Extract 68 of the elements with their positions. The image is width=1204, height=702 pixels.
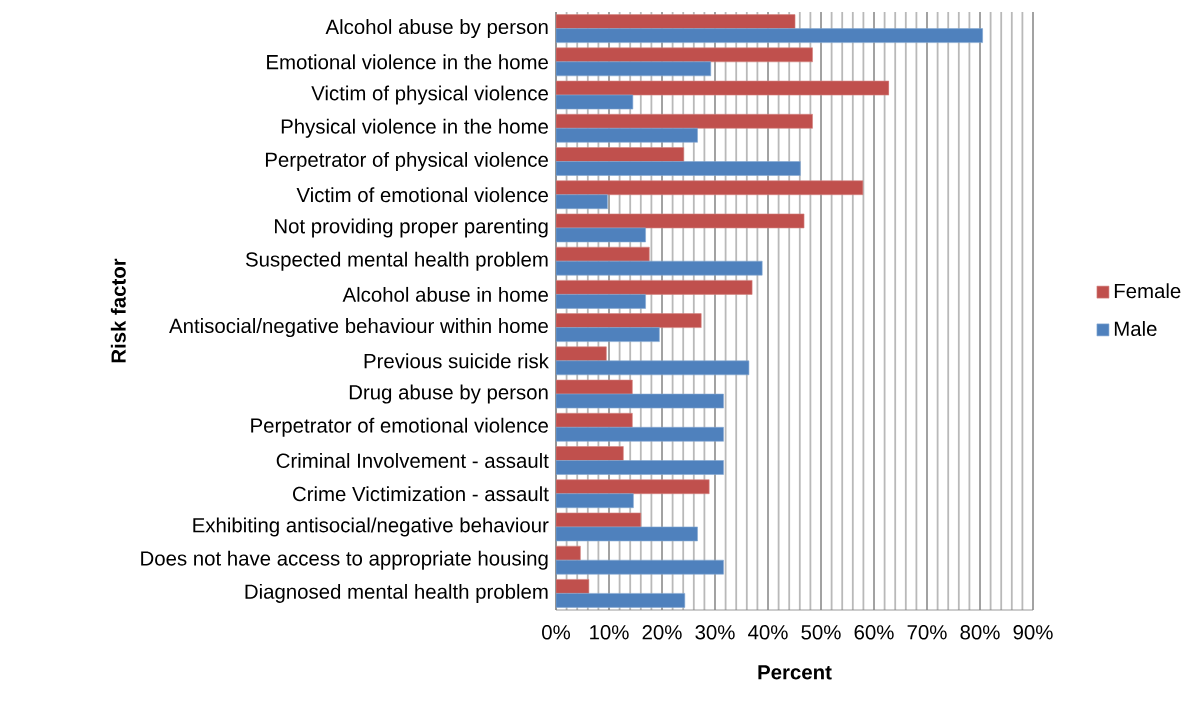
- y-tick-label: Does not have access to appropriate housing: [141, 550, 548, 570]
- bar: [556, 127, 698, 143]
- y-tick-label: Victim of emotional violence: [296, 187, 548, 203]
- y-tick-label: Physical violence in the home: [281, 118, 548, 138]
- bar: [556, 194, 608, 210]
- bar: [556, 147, 685, 162]
- bar: [556, 479, 710, 495]
- x-axis-title: Percent: [758, 665, 832, 680]
- bar: [556, 213, 805, 229]
- bar: [556, 180, 864, 196]
- y-tick-label: Antisocial/negative behaviour within home: [169, 318, 548, 338]
- bar: [556, 28, 983, 43]
- bar: [556, 379, 633, 395]
- bar: [556, 526, 698, 542]
- bar: [556, 426, 724, 442]
- bar: [556, 161, 801, 176]
- bar: [556, 346, 607, 362]
- y-axis-title: Risk factor: [110, 258, 126, 363]
- x-tick-label: 90%: [1013, 625, 1053, 640]
- bar: [556, 260, 763, 276]
- bar: [556, 493, 634, 509]
- legend-label: Male: [1114, 321, 1157, 336]
- bar: [556, 460, 724, 475]
- y-tick-label: Perpetrator of emotional violence: [251, 417, 548, 437]
- bar: [556, 593, 686, 608]
- bar: [556, 246, 650, 262]
- x-tick-label: 0%: [542, 625, 571, 640]
- bar: [556, 512, 642, 528]
- x-tick-label: 70%: [907, 625, 947, 640]
- x-tick-label: 30%: [695, 625, 735, 640]
- y-tick-label: Diagnosed mental health problem: [245, 583, 548, 603]
- bar: [556, 113, 813, 129]
- bar: [556, 393, 724, 409]
- y-tick-label: Alcohol abuse in home: [342, 286, 548, 302]
- x-tick-label: 10%: [590, 625, 629, 640]
- bar: [556, 327, 660, 342]
- x-tick-label: 80%: [960, 625, 1000, 640]
- y-tick-label: Not providing proper parenting: [275, 218, 548, 238]
- x-tick-label: 50%: [801, 625, 841, 640]
- bar: [556, 360, 750, 376]
- y-tick-label: Criminal Involvement - assault: [276, 453, 549, 468]
- y-tick-label: Emotional violence in the home: [267, 54, 548, 70]
- bar: [556, 14, 796, 29]
- bar: [556, 61, 712, 77]
- y-tick-label: Exhibiting antisocial/negative behaviour: [193, 517, 549, 537]
- y-tick-label: Perpetrator of physical violence: [265, 152, 548, 172]
- bar: [556, 579, 590, 594]
- bar: [556, 280, 753, 295]
- bar: [556, 412, 633, 428]
- bar: [556, 47, 813, 63]
- bar: [556, 227, 646, 243]
- bar: [556, 80, 890, 96]
- bar: [556, 545, 581, 561]
- y-tick-label: Crime Victimization - assault: [293, 486, 549, 502]
- y-tick-label: Drug abuse by person: [349, 384, 548, 404]
- y-tick-label: Previous suicide risk: [364, 353, 549, 369]
- x-tick-label: 60%: [854, 625, 894, 640]
- legend-label: Female: [1114, 283, 1181, 299]
- bar: [556, 446, 624, 461]
- y-tick-label: Alcohol abuse by person: [325, 19, 548, 39]
- y-tick-label: Victim of physical violence: [311, 85, 548, 105]
- x-tick-label: 40%: [748, 625, 788, 640]
- x-tick-label: 20%: [642, 625, 682, 640]
- bar: [556, 94, 634, 110]
- bar: [556, 559, 724, 575]
- bar: [556, 313, 702, 328]
- bar: [556, 294, 646, 309]
- y-tick-label: Suspected mental health problem: [245, 251, 548, 271]
